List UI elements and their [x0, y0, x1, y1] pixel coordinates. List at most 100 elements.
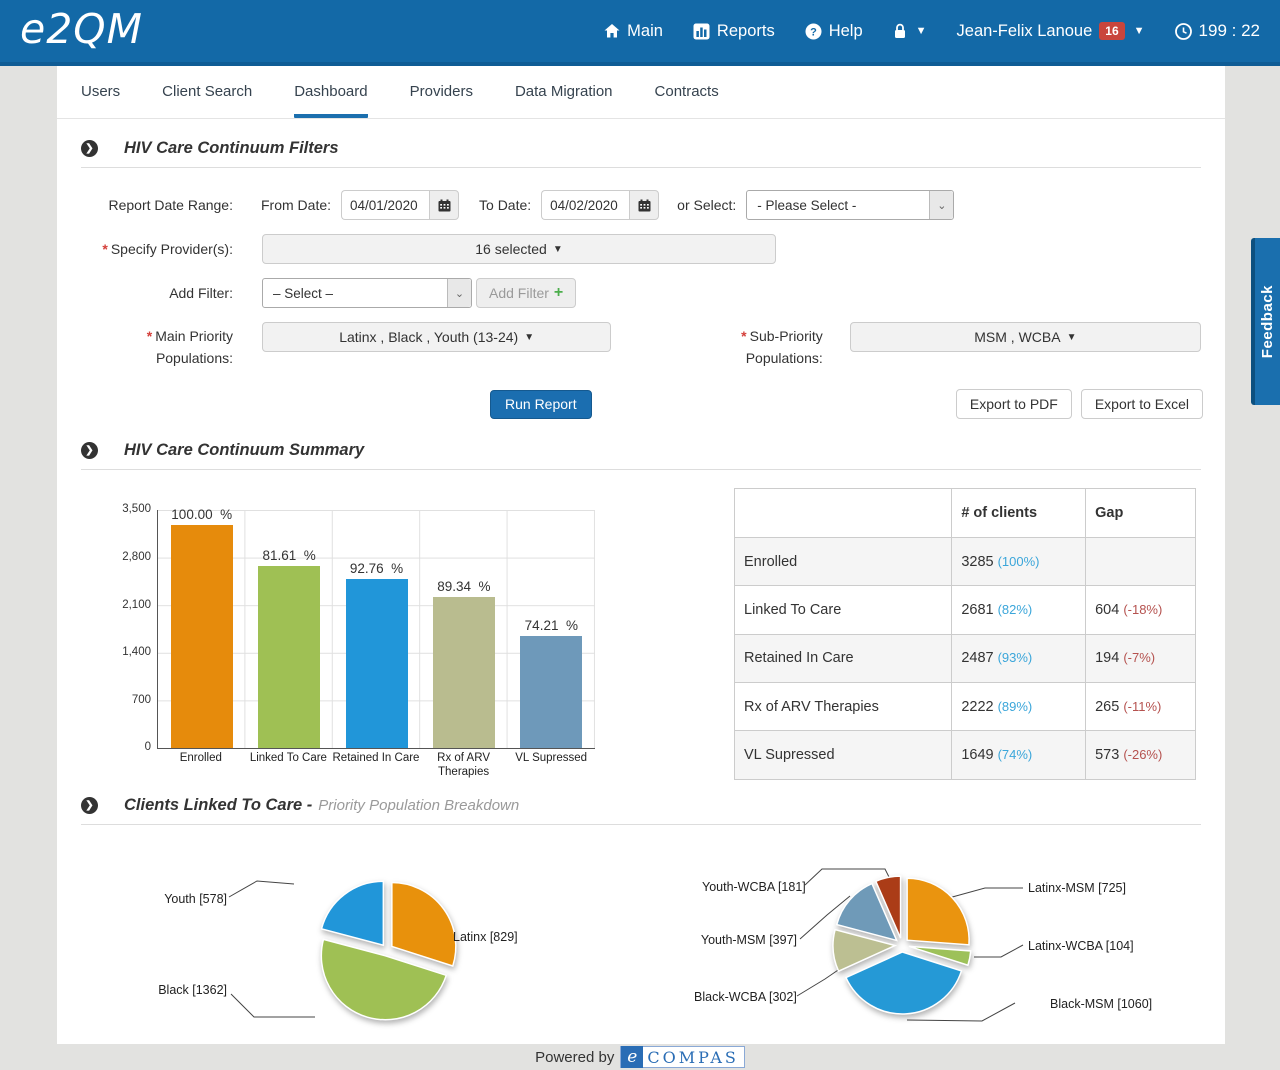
- pie-label-latinx: Latinx [829]: [453, 929, 518, 944]
- ecompas-logo[interactable]: e COMPAS: [620, 1046, 745, 1068]
- bar-vl-supressed[interactable]: [520, 636, 583, 749]
- chevron-right-circle-icon[interactable]: ❯: [81, 140, 98, 157]
- pie-slice[interactable]: [844, 951, 963, 1015]
- add-filter-button[interactable]: Add Filter +: [476, 278, 577, 308]
- tab-dashboard[interactable]: Dashboard: [294, 83, 368, 118]
- tab-data-migration[interactable]: Data Migration: [514, 83, 613, 100]
- summary-section-title: HIV Care Continuum Summary: [124, 441, 365, 460]
- pie-slice[interactable]: [908, 945, 972, 967]
- lock-icon: [893, 23, 907, 39]
- divider: [81, 823, 1201, 825]
- main-priority-label: * Main Priority Populations:: [146, 328, 233, 366]
- required-asterisk: *: [741, 328, 747, 344]
- nav-reports[interactable]: Reports: [693, 22, 775, 41]
- from-date-calendar-button[interactable]: [429, 190, 460, 220]
- pie-slice[interactable]: [320, 938, 448, 1021]
- report-date-range-label: Report Date Range:: [108, 197, 233, 213]
- sub-priority-button[interactable]: MSM , WCBA ▼: [849, 322, 1201, 352]
- user-name: Jean-Felix Lanoue: [956, 21, 1093, 40]
- bar-column: 100.00 %: [158, 507, 245, 749]
- bar-column: 89.34 %: [420, 510, 507, 749]
- pie-label-black-wcba: Black-WCBA [302]: [694, 989, 797, 1004]
- divider: [81, 469, 1201, 471]
- powered-by-text: Powered by: [535, 1048, 615, 1066]
- page-footer: Powered by e COMPAS: [0, 1044, 1280, 1070]
- caret-down-icon: ▼: [524, 331, 535, 343]
- pie-slice[interactable]: [320, 880, 385, 947]
- to-date-label: To Date:: [479, 197, 532, 213]
- from-date-input[interactable]: [341, 190, 430, 220]
- pie-label-black-msm: Black-MSM [1060]: [1050, 996, 1153, 1011]
- to-date-input[interactable]: [541, 190, 630, 220]
- to-date-calendar-button[interactable]: [629, 190, 660, 220]
- plus-icon: +: [553, 284, 564, 301]
- continuum-summary-table: # of clients Gap Enrolled 3285 (100%) Lin…: [733, 488, 1196, 780]
- calendar-icon: [638, 199, 651, 211]
- y-axis-tick: 2,800: [122, 550, 151, 563]
- bar-linked-to-care[interactable]: [258, 566, 321, 749]
- add-filter-select[interactable]: – Select – ⌄: [262, 278, 472, 308]
- pie-slice[interactable]: [874, 875, 902, 939]
- x-axis-label: Enrolled: [179, 752, 222, 765]
- main-priority-button[interactable]: Latinx , Black , Youth (13-24) ▼: [262, 322, 612, 352]
- x-axis-label: VL Supressed: [515, 752, 588, 765]
- continuum-bar-chart: 3,500 2,800 2,100 1,400 700 0 100.00 % 8…: [100, 484, 615, 780]
- bar-value-label: 92.76 %: [349, 561, 404, 577]
- session-timer: 199 : 22: [1174, 21, 1260, 41]
- sub-priority-pie: [832, 875, 972, 1015]
- x-axis-label: Rx of ARV Therapies: [437, 752, 490, 779]
- pie-label-youth-wcba: Youth-WCBA [181]: [702, 879, 806, 894]
- top-navbar: e2QM Main Reports ? Help ▼ Jean-Felix La…: [0, 0, 1280, 66]
- nav-lock-menu[interactable]: ▼: [893, 23, 927, 39]
- nav-main[interactable]: Main: [604, 22, 663, 41]
- bar-chart-plot-area: 3,500 2,800 2,100 1,400 700 0 100.00 % 8…: [122, 503, 595, 753]
- caret-down-icon: ▼: [1066, 331, 1077, 343]
- y-axis-tick: 0: [144, 741, 151, 754]
- nav-user-menu[interactable]: Jean-Felix Lanoue 16 ▼: [957, 22, 1145, 41]
- providers-multiselect-button[interactable]: 16 selected ▼: [262, 234, 776, 264]
- filters-section-title: HIV Care Continuum Filters: [124, 139, 339, 157]
- pie-slice[interactable]: [391, 881, 457, 967]
- tab-contracts[interactable]: Contracts: [654, 83, 719, 100]
- pie-slice[interactable]: [832, 928, 898, 973]
- pie-slice[interactable]: [906, 877, 970, 946]
- sub-priority-label: * Sub-Priority Populations:: [741, 328, 823, 366]
- tab-users[interactable]: Users: [81, 83, 121, 100]
- nav-help[interactable]: ? Help: [805, 22, 863, 41]
- ecompas-logo-text: COMPAS: [647, 1047, 739, 1067]
- bar-enrolled[interactable]: [170, 525, 233, 749]
- tab-client-search[interactable]: Client Search: [162, 83, 253, 100]
- tab-providers[interactable]: Providers: [409, 83, 473, 100]
- date-preset-select[interactable]: - Please Select - ⌄: [746, 190, 955, 220]
- run-report-button[interactable]: Run Report: [490, 389, 592, 419]
- table-row: VL Supressed 1649 (74%) 573 (-26%): [733, 730, 1196, 780]
- bar-rx-of-arv[interactable]: [432, 597, 495, 749]
- chevron-right-circle-icon[interactable]: ❯: [81, 796, 98, 814]
- feedback-tab[interactable]: Feedback: [1251, 238, 1280, 405]
- export-excel-button[interactable]: Export to Excel: [1080, 389, 1203, 420]
- y-axis-tick: 700: [131, 693, 151, 706]
- tab-bar: Users Client Search Dashboard Providers …: [57, 66, 1225, 119]
- table-header-clients: # of clients: [951, 488, 1087, 538]
- bar-retained-in-care[interactable]: [345, 579, 408, 749]
- filters-form: Report Date Range: From Date: To Date: o…: [57, 168, 1225, 431]
- table-row: Linked To Care 2681 (82%) 604 (-18%): [733, 585, 1196, 635]
- bar-column: 74.21 %: [508, 510, 595, 749]
- pie-label-youth-msm: Youth-MSM [397]: [700, 932, 797, 947]
- or-select-label: or Select:: [677, 197, 737, 213]
- x-axis-label: Retained In Care: [332, 752, 420, 765]
- chevron-down-icon: ▼: [1133, 25, 1145, 37]
- caret-down-icon: ▼: [552, 243, 563, 255]
- y-axis-tick: 1,400: [122, 646, 151, 659]
- bar-value-label: 89.34 %: [437, 579, 491, 595]
- app-logo[interactable]: e2QM: [20, 5, 143, 53]
- pie-slice[interactable]: [835, 882, 898, 942]
- from-date-label: From Date:: [261, 197, 332, 213]
- table-row: Retained In Care 2487 (93%) 194 (-7%): [733, 633, 1196, 684]
- table-header-gap: Gap: [1085, 488, 1196, 538]
- chevron-down-icon: ▼: [915, 25, 927, 37]
- pie-label-latinx-msm: Latinx-MSM [725]: [1028, 880, 1126, 895]
- table-row: Enrolled 3285 (100%): [733, 536, 1196, 587]
- export-pdf-button[interactable]: Export to PDF: [955, 389, 1072, 420]
- chevron-right-circle-icon[interactable]: ❯: [81, 442, 98, 460]
